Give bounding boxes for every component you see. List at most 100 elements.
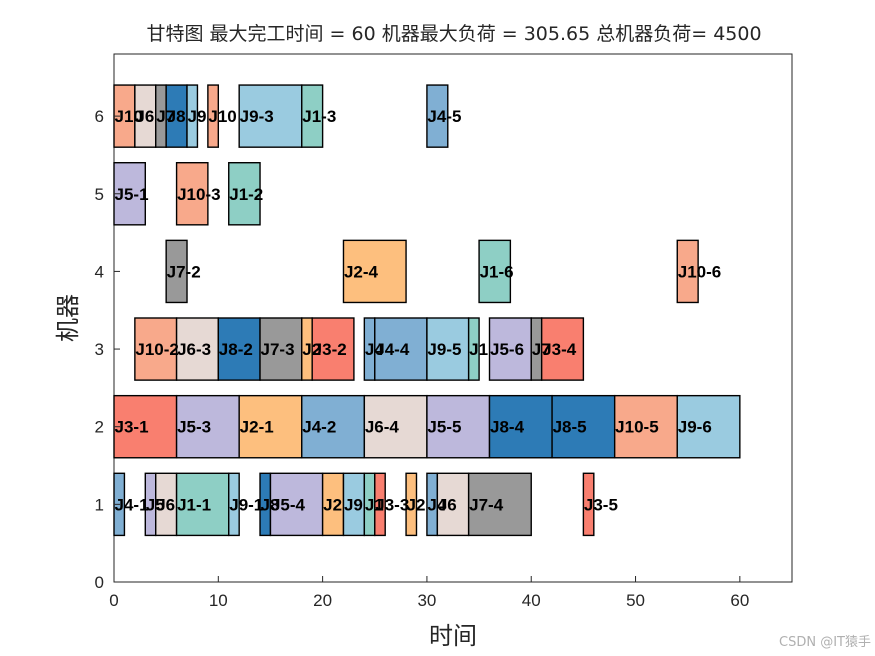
task-bar: [113, 394, 178, 459]
task-bar: [426, 84, 449, 148]
task-label: J6-4: [365, 418, 400, 437]
task-bar: [207, 84, 220, 148]
task-bar: [186, 84, 199, 148]
y-tick-label: 5: [95, 185, 104, 204]
task-label: J7-4: [469, 495, 504, 514]
task-label: J3-3: [375, 495, 409, 514]
task-bar: [540, 317, 585, 381]
task-label: J2-1: [240, 418, 274, 437]
x-tick-label: 30: [417, 591, 436, 610]
task-bar: [405, 472, 418, 537]
task-label: J3-5: [584, 495, 618, 514]
x-axis-ticks: 0 10 20 30 40 50 60: [109, 576, 749, 610]
task-label: J2: [407, 495, 426, 514]
task-bar: [426, 394, 491, 459]
task-bar: [613, 394, 678, 459]
task-bar: [175, 472, 230, 537]
chart-title: 甘特图 最大完工时间 = 60 机器最大负荷 = 305.65 总机器负荷= 4…: [146, 23, 761, 45]
task-bar: [301, 394, 366, 459]
task-bar: [363, 394, 428, 459]
task-label: J4-2: [302, 418, 336, 437]
watermark-text: CSDN @IT猿手: [779, 635, 871, 650]
task-label: J8-4: [490, 418, 525, 437]
task-label: J2-4: [344, 262, 379, 281]
task-bar: [228, 472, 240, 537]
x-tick-label: 20: [313, 591, 332, 610]
y-axis-label: 机器: [54, 294, 82, 342]
task-label: J6: [438, 495, 457, 514]
task-label: J10-5: [615, 418, 658, 437]
task-bar: [582, 472, 595, 537]
y-tick-label: 1: [95, 495, 104, 514]
y-tick-label: 2: [95, 418, 104, 437]
task-label: J5-3: [177, 418, 211, 437]
x-tick-label: 10: [209, 591, 228, 610]
task-bar: [374, 317, 428, 381]
task-bar: [301, 84, 324, 148]
task-label: J8-2: [219, 340, 253, 359]
task-label: J4-5: [427, 107, 461, 126]
task-label: J8: [167, 107, 186, 126]
task-bar: [436, 472, 470, 537]
task-bar: [676, 239, 699, 304]
task-label: J7-3: [261, 340, 295, 359]
x-tick-label: 50: [626, 591, 645, 610]
task-label: J1-1: [177, 495, 211, 514]
x-tick-label: 60: [730, 591, 749, 610]
task-label: J1: [469, 340, 488, 359]
task-label: J7: [532, 340, 551, 359]
x-tick-label: 0: [109, 591, 118, 610]
task-label: J7: [156, 107, 175, 126]
y-tick-label: 0: [95, 573, 104, 592]
task-bar: [676, 394, 741, 459]
task-label: J1: [365, 495, 384, 514]
task-label: J3-2: [313, 340, 347, 359]
task-label: J10-3: [177, 185, 220, 204]
task-label: J10: [115, 107, 143, 126]
task-label: J1-3: [302, 107, 336, 126]
task-label: J2: [323, 495, 342, 514]
y-tick-label: 4: [95, 262, 104, 281]
task-bar: [551, 394, 616, 459]
task-bar: [488, 317, 532, 381]
task-label: J3-1: [115, 418, 149, 437]
task-label: J5: [146, 495, 165, 514]
task-label: J6: [156, 495, 175, 514]
task-label: J5-5: [427, 418, 461, 437]
task-bar: [175, 394, 240, 459]
task-bar: [374, 472, 386, 537]
task-label: J7-2: [167, 262, 201, 281]
task-label: J9-6: [678, 418, 712, 437]
task-label: J9-5: [427, 340, 461, 359]
task-bar: [259, 317, 303, 381]
task-label: J4: [427, 495, 446, 514]
task-label: J5-4: [271, 495, 306, 514]
task-bars: [113, 84, 741, 537]
y-axis-ticks: 0 1 2 3 4 5 6: [95, 107, 120, 592]
x-axis-label: 时间: [429, 622, 477, 650]
task-bar: [134, 317, 178, 381]
y-tick-label: 6: [95, 107, 104, 126]
task-label: J2: [302, 340, 321, 359]
task-label: J4: [365, 340, 384, 359]
task-bar: [467, 472, 532, 537]
task-label: J3-4: [542, 340, 577, 359]
x-tick-label: 40: [522, 591, 541, 610]
task-label: J10-6: [678, 262, 721, 281]
task-bar: [238, 394, 303, 459]
task-bar: [311, 317, 355, 381]
task-bar: [228, 162, 261, 226]
task-label: J9: [188, 107, 207, 126]
task-label: J10-2: [135, 340, 178, 359]
task-label: J5-1: [115, 185, 149, 204]
task-bar: [342, 239, 407, 304]
y-tick-label: 3: [95, 340, 104, 359]
task-bar: [175, 162, 209, 226]
task-label: J9-3: [240, 107, 274, 126]
task-label: J1-2: [229, 185, 263, 204]
task-bar: [165, 239, 188, 304]
task-label: J8-5: [553, 418, 587, 437]
task-bar: [467, 317, 480, 381]
